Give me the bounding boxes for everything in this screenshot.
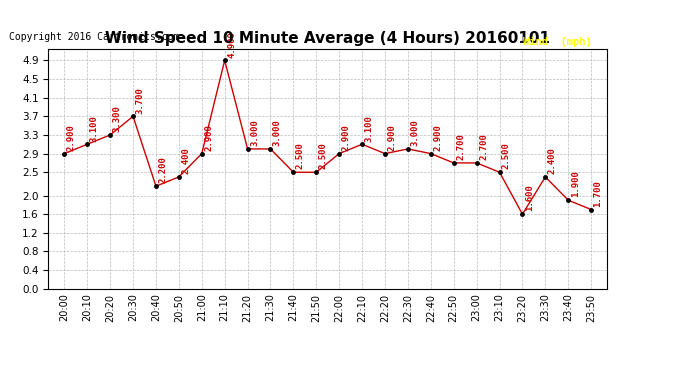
Text: 4.900: 4.900 [227, 31, 236, 58]
Title: Wind Speed 10 Minute Average (4 Hours) 20160101: Wind Speed 10 Minute Average (4 Hours) 2… [106, 31, 550, 46]
Text: Copyright 2016 Cartronics.com: Copyright 2016 Cartronics.com [9, 32, 179, 42]
Text: 2.500: 2.500 [296, 142, 305, 170]
Text: 3.000: 3.000 [273, 119, 282, 146]
Text: 2.500: 2.500 [502, 142, 511, 170]
Text: 3.300: 3.300 [112, 105, 121, 132]
Text: 2.400: 2.400 [181, 147, 190, 174]
Text: Wind  (mph): Wind (mph) [523, 37, 591, 47]
Text: 3.100: 3.100 [90, 115, 99, 141]
Text: 1.900: 1.900 [571, 171, 580, 197]
Text: 3.000: 3.000 [250, 119, 259, 146]
Text: 1.600: 1.600 [525, 184, 534, 211]
Text: 3.100: 3.100 [364, 115, 373, 141]
Text: 2.900: 2.900 [433, 124, 442, 151]
Text: 2.400: 2.400 [548, 147, 557, 174]
Text: 2.900: 2.900 [388, 124, 397, 151]
Text: 2.900: 2.900 [67, 124, 76, 151]
Text: 1.700: 1.700 [593, 180, 602, 207]
Text: 2.900: 2.900 [342, 124, 351, 151]
Text: 2.500: 2.500 [319, 142, 328, 170]
Text: 2.700: 2.700 [456, 133, 465, 160]
Text: 3.000: 3.000 [411, 119, 420, 146]
Text: 2.200: 2.200 [159, 157, 168, 183]
Text: 2.900: 2.900 [204, 124, 213, 151]
Text: 3.700: 3.700 [135, 87, 144, 114]
Text: 2.700: 2.700 [479, 133, 488, 160]
